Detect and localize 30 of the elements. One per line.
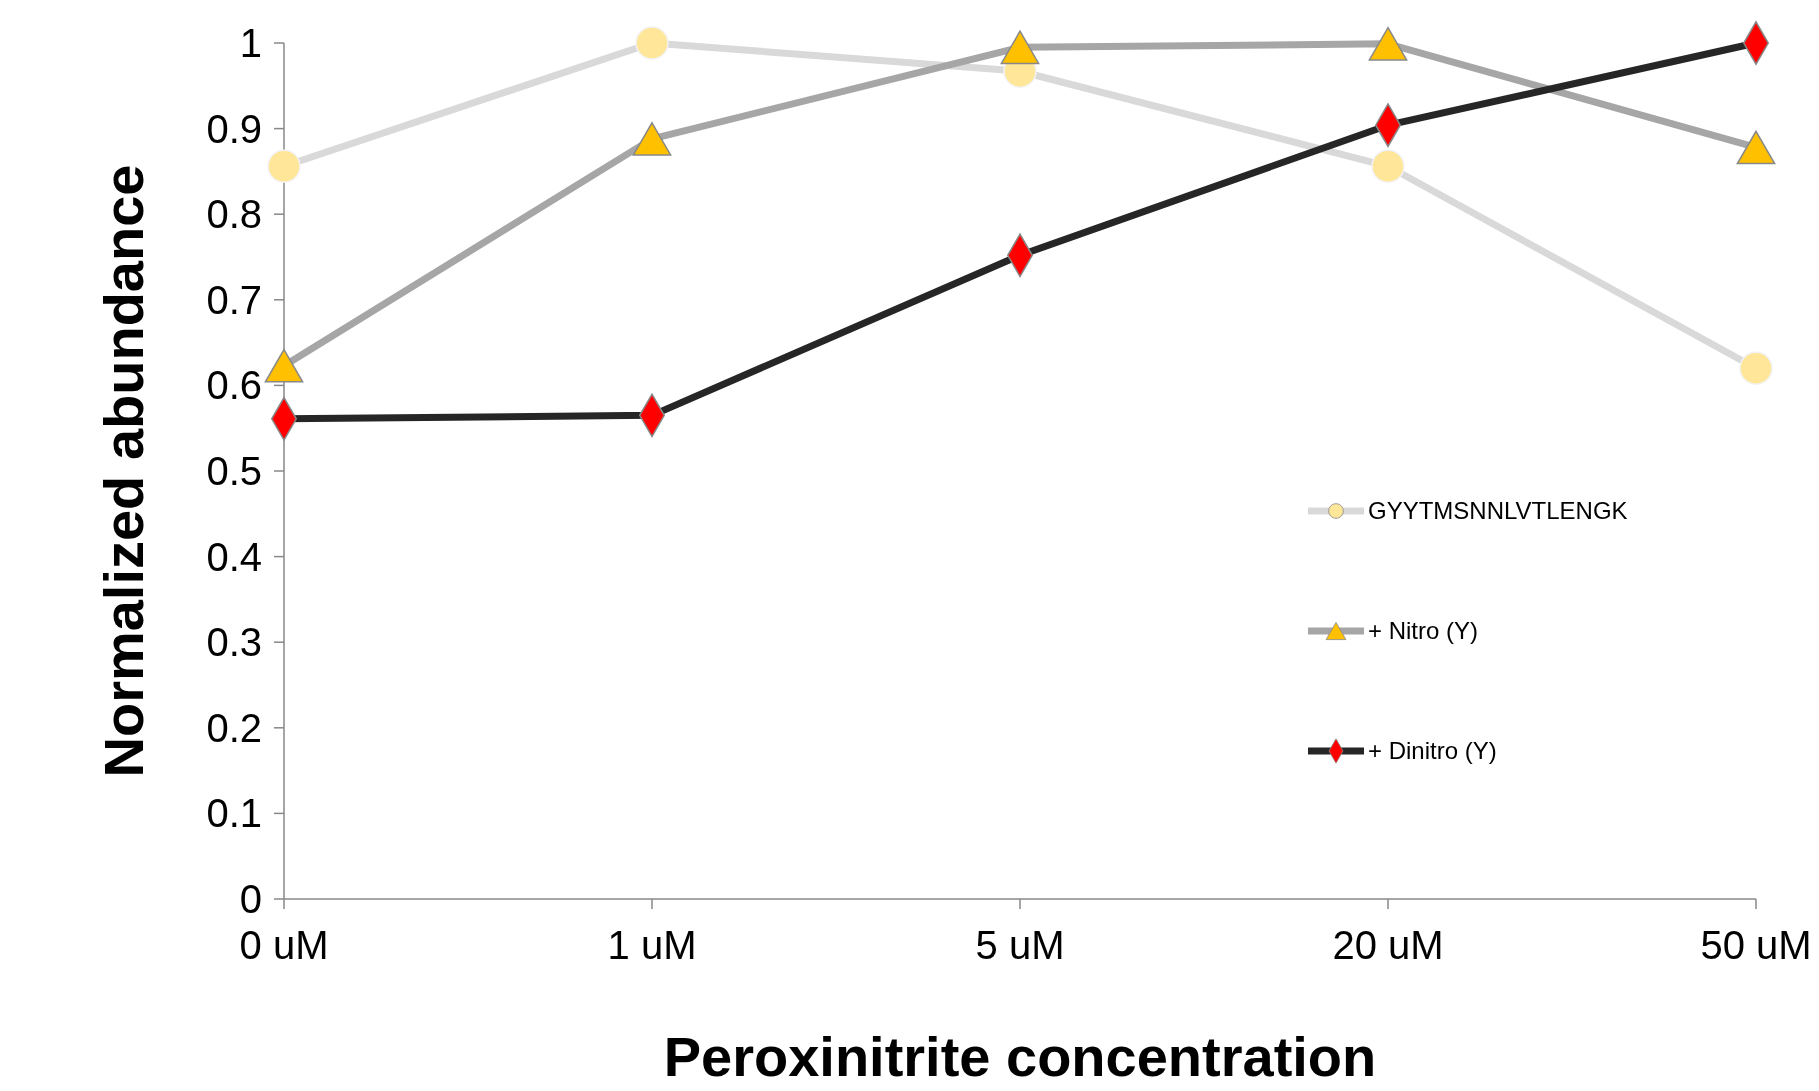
y-tick-label: 0.6 xyxy=(206,363,262,408)
y-tick-label: 0.8 xyxy=(206,192,262,237)
x-tick-label: 5 uM xyxy=(975,923,1065,967)
legend-label: + Nitro (Y) xyxy=(1368,617,1479,645)
point xyxy=(1000,30,1040,65)
x-axis-title: Peroxinitrite concentration xyxy=(663,1025,1377,1088)
y-tick-label: 0 xyxy=(239,877,262,921)
y-axis-title: Normalized abundance xyxy=(92,164,155,778)
x-tick-label: 0 uM xyxy=(239,923,329,967)
y-tick-label: 0.7 xyxy=(206,277,262,322)
y-tick-label: 0.2 xyxy=(206,705,262,750)
y-tick-label: 0.5 xyxy=(206,449,262,493)
legend-label: + Dinitro (Y) xyxy=(1368,737,1497,765)
point xyxy=(264,348,304,383)
y-tick-label: 0.9 xyxy=(206,106,262,151)
point xyxy=(1368,26,1408,61)
x-tick-label: 50 uM xyxy=(1700,923,1812,967)
point xyxy=(1736,130,1776,165)
point xyxy=(1739,351,1773,385)
point xyxy=(632,122,672,156)
y-tick-label: 0.3 xyxy=(206,620,262,665)
legend-label: GYYTMSNNLVTLENGK xyxy=(1368,497,1628,525)
x-tick-label: 20 uM xyxy=(1332,923,1444,967)
y-tick-label: 0.1 xyxy=(206,791,262,836)
y-tick-label: 1 xyxy=(239,21,262,65)
x-tick-label: 1 uM xyxy=(607,923,697,967)
y-tick-label: 0.4 xyxy=(206,534,262,579)
point xyxy=(1371,149,1405,183)
point xyxy=(267,149,301,183)
point xyxy=(635,26,669,60)
